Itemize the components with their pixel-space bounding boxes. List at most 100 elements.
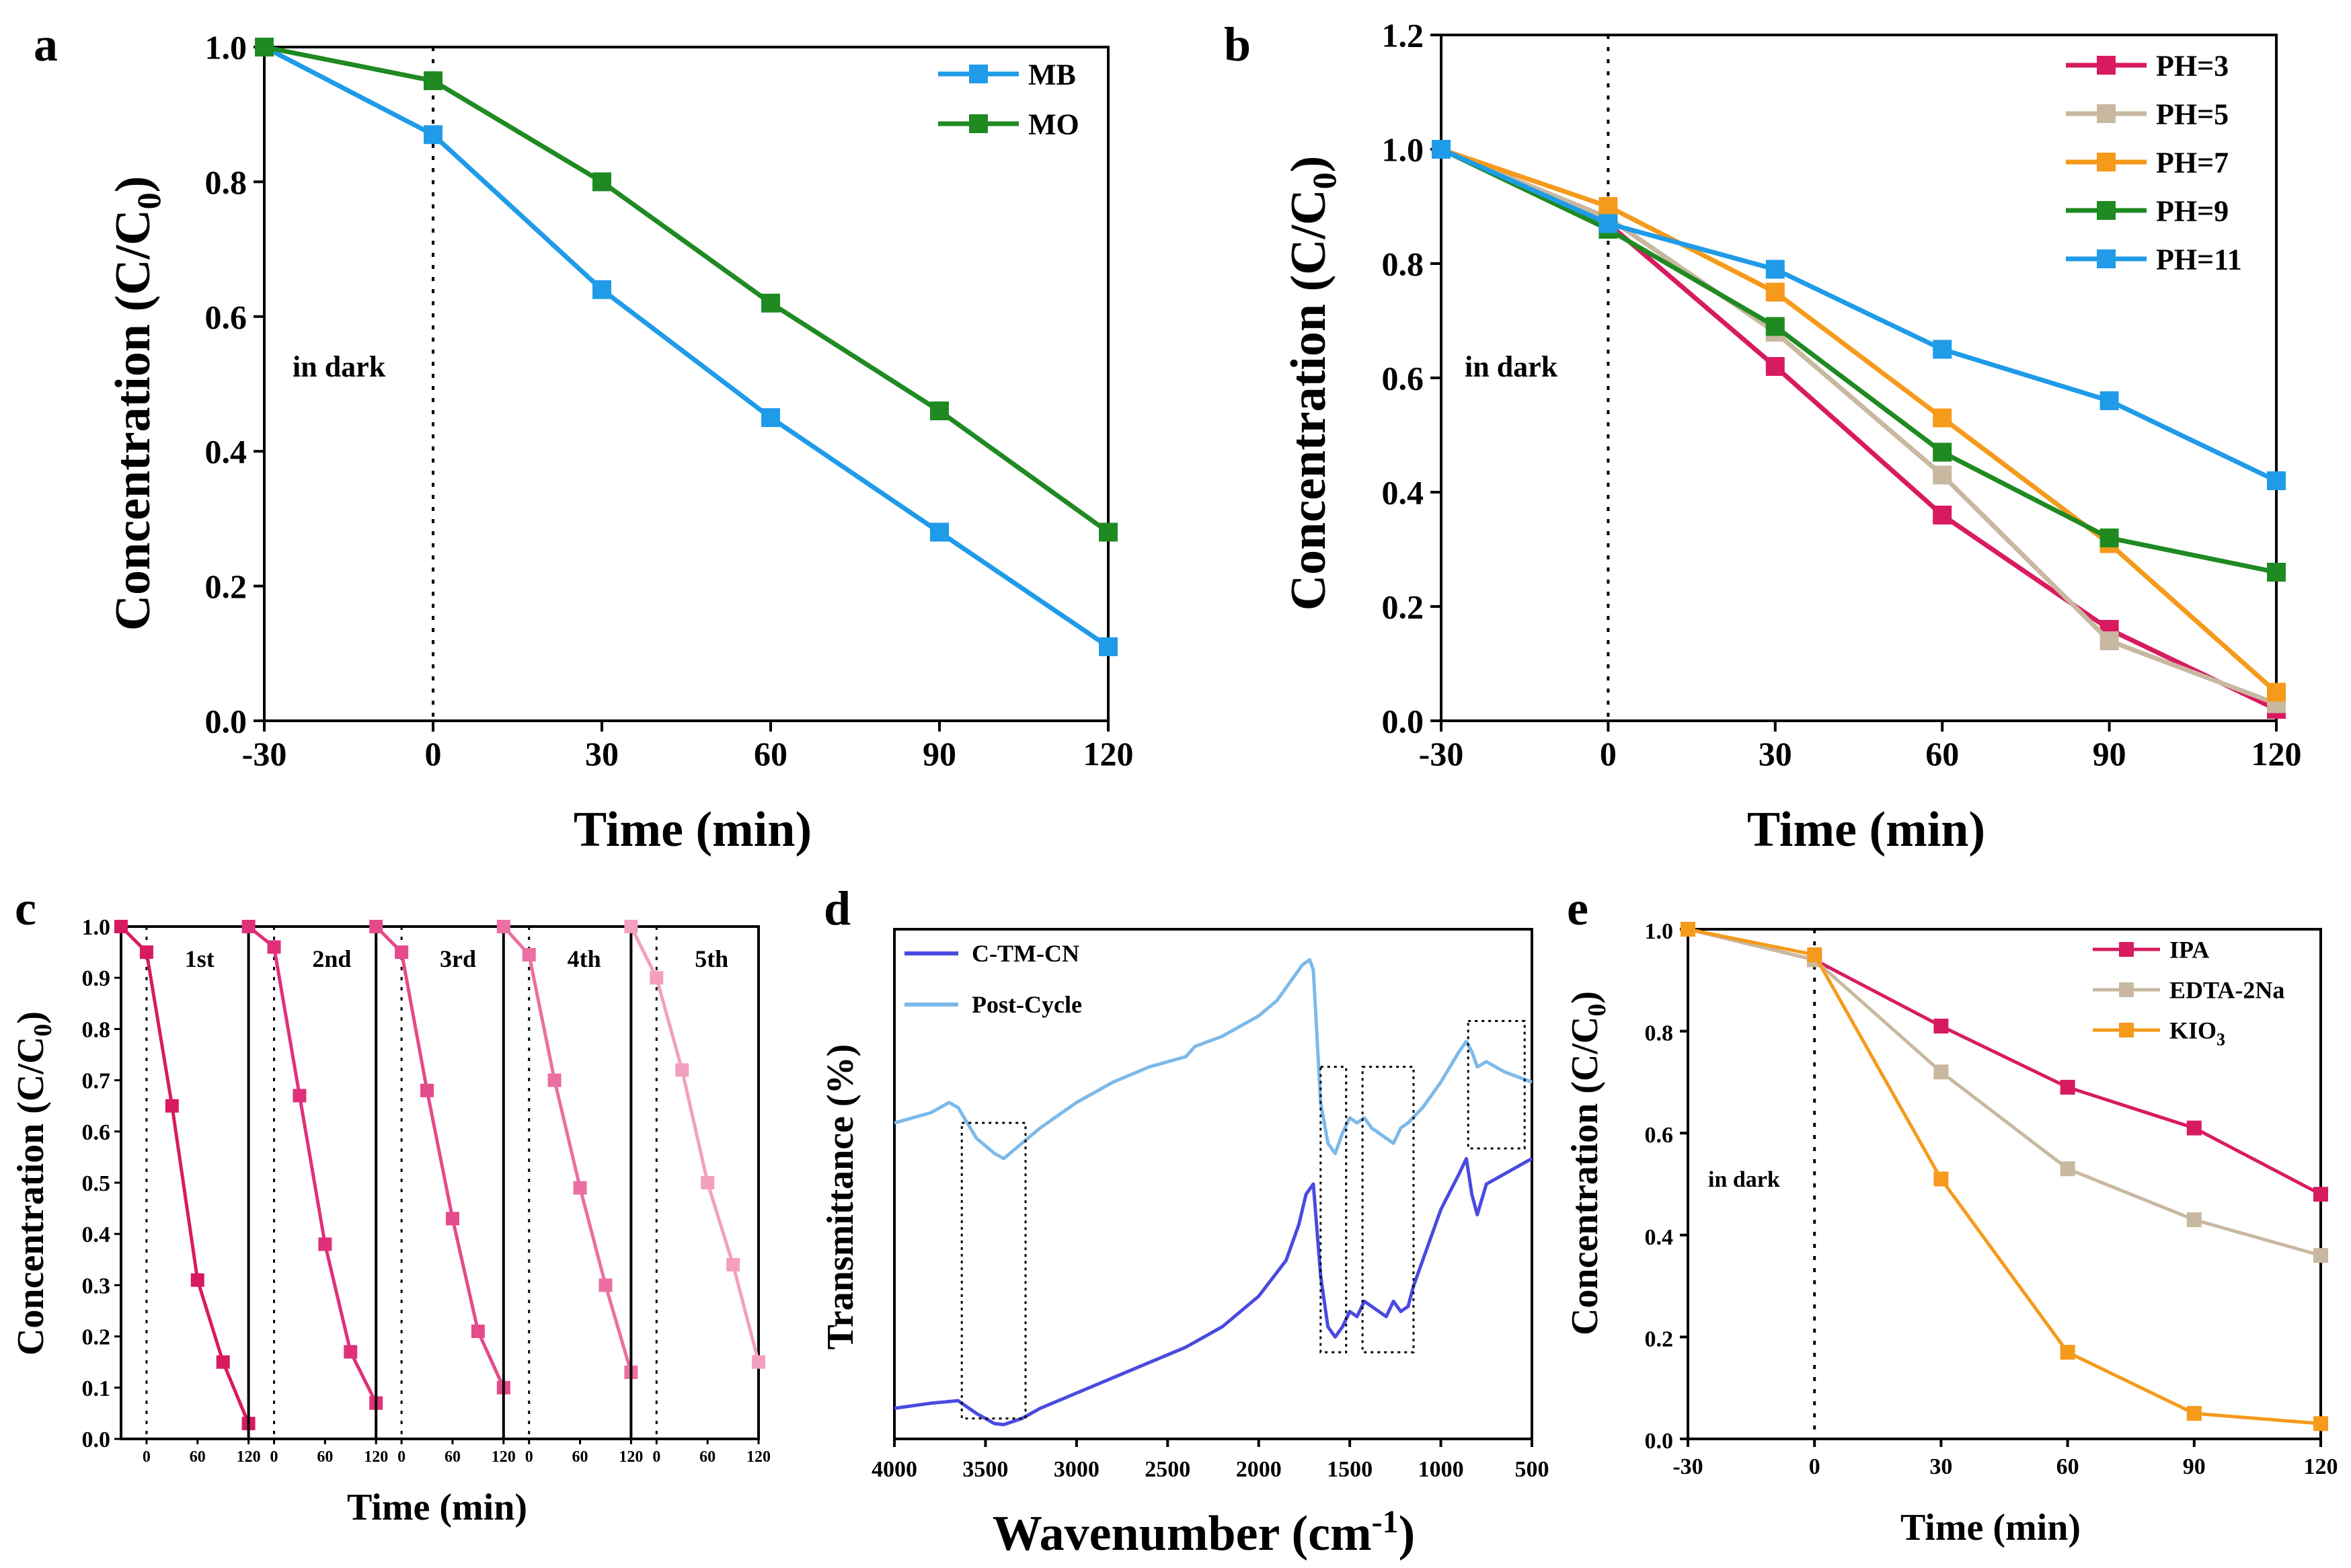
- plot-area-a: -30 0 30 60 90 120 0.0 0.2 0.4 0.6 0.8 1.0 MB MO: [205, 29, 1134, 773]
- y-tick-label: 0.4: [1382, 474, 1424, 512]
- legend-marker: [2097, 249, 2116, 268]
- y-axis-label-c: Concentration (C/C0): [10, 1011, 57, 1356]
- legend-marker: [2097, 56, 2116, 75]
- x-tick-label: 4000: [872, 1457, 917, 1482]
- data-point: [1765, 357, 1785, 376]
- x-axis-label-c: Time (min): [347, 1487, 527, 1528]
- axes-frame: [1687, 928, 2322, 1440]
- y-tick-label: 0.4: [205, 433, 247, 471]
- data-point: [255, 38, 274, 56]
- data-point: [267, 940, 281, 954]
- annotation-in-dark-a: in dark: [293, 350, 386, 383]
- cycle-label: 2nd: [312, 945, 351, 972]
- x-tick-label: 30: [1929, 1454, 1952, 1479]
- x-tick-label: 0: [270, 1448, 278, 1466]
- data-point: [2186, 1212, 2202, 1228]
- data-point: [471, 1324, 485, 1338]
- y-axis-label-d: Transmittance (%): [820, 1044, 861, 1350]
- y-tick-label: 1.0: [82, 915, 111, 940]
- data-point: [547, 1073, 562, 1087]
- y-tick-label: 0.6: [1382, 360, 1424, 397]
- spectrum-post-cycle: [894, 957, 1533, 1161]
- data-point: [592, 280, 611, 299]
- series-line-ph=5: [1440, 147, 2278, 706]
- y-tick-label: 0.1: [82, 1376, 111, 1401]
- data-point: [522, 947, 536, 962]
- y-tick-label: 0.7: [82, 1069, 111, 1094]
- legend-label: C-TM-CN: [972, 940, 1079, 967]
- data-point: [1807, 947, 1822, 962]
- data-point: [424, 125, 442, 145]
- data-point: [1933, 465, 1952, 485]
- x-tick-label: 60: [572, 1448, 588, 1466]
- data-point: [930, 401, 949, 421]
- data-point: [2186, 1406, 2202, 1421]
- data-point: [1933, 506, 1952, 524]
- cycle-label: 3rd: [440, 945, 476, 972]
- series-line-4th: [502, 925, 633, 1373]
- y-tick-label: 0.0: [1382, 703, 1424, 740]
- x-tick-label: 90: [2183, 1454, 2206, 1479]
- series-line-1st: [120, 925, 250, 1425]
- data-point: [2060, 1079, 2075, 1095]
- data-point: [241, 920, 256, 933]
- data-point: [369, 920, 383, 933]
- x-tick-label: 2000: [1236, 1457, 1282, 1482]
- data-point: [420, 1083, 434, 1097]
- panel-c: c Time (min) Concentration (C/C0) 0.0 0.1…: [10, 881, 771, 1528]
- panel-label-b: b: [1224, 17, 1251, 71]
- x-tick-label: 0: [143, 1448, 151, 1466]
- data-point: [1765, 282, 1785, 302]
- data-point: [2186, 1120, 2202, 1136]
- legend-label: MB: [1028, 58, 1076, 91]
- x-tick-label: 2500: [1145, 1457, 1190, 1482]
- x-tick-label: 120: [1083, 735, 1134, 773]
- axes-frame: [1440, 34, 2278, 722]
- x-axis-label-e: Time (min): [1900, 1507, 2081, 1549]
- series-line-ph=9: [1440, 147, 2277, 575]
- highlight-box: [1319, 1066, 1348, 1354]
- y-tick-label: 0.8: [205, 163, 247, 201]
- legend-label: Post-Cycle: [972, 991, 1082, 1018]
- data-point: [2313, 1187, 2328, 1202]
- y-tick-label: 0.8: [1382, 245, 1424, 283]
- panel-d: d Wavenumber (cm-1) Transmittance (%) 40…: [820, 881, 1549, 1561]
- legend-marker: [969, 65, 988, 83]
- data-point: [675, 1063, 689, 1077]
- data-point: [752, 1355, 765, 1369]
- x-tick-label: 60: [1925, 735, 1959, 773]
- y-axis-label-e: Concentration (C/C0): [1564, 991, 1611, 1335]
- y-tick-label: 0.5: [82, 1171, 111, 1196]
- y-tick-label: 0.8: [82, 1017, 111, 1042]
- y-tick-label: 1.0: [1645, 919, 1674, 944]
- axes-frame: [893, 928, 1533, 1440]
- data-point: [293, 1089, 307, 1103]
- legend-label: KIO3: [2169, 1017, 2225, 1050]
- x-axis-label-a: Time (min): [574, 802, 812, 857]
- data-point: [1099, 522, 1118, 542]
- data-point: [1432, 140, 1451, 159]
- series-line-ph=7: [1440, 147, 2278, 695]
- data-point: [726, 1257, 740, 1271]
- y-tick-label: 0.2: [205, 567, 247, 605]
- x-tick-label: -30: [1419, 735, 1464, 773]
- y-tick-label: 0.2: [82, 1325, 111, 1350]
- x-tick-label: 120: [746, 1448, 771, 1466]
- x-tick-label: 60: [317, 1448, 333, 1466]
- x-tick-label: 0: [425, 735, 442, 773]
- x-tick-label: 60: [445, 1448, 461, 1466]
- x-tick-label: 90: [923, 735, 956, 773]
- panel-label-d: d: [824, 881, 851, 935]
- data-point: [1681, 922, 1695, 937]
- data-point: [701, 1176, 715, 1189]
- legend-label: PH=7: [2156, 146, 2229, 179]
- x-tick-label: 60: [699, 1448, 716, 1466]
- legend-label: PH=9: [2156, 194, 2229, 227]
- y-tick-label: 0.4: [82, 1222, 111, 1247]
- data-point: [1933, 442, 1952, 462]
- data-point: [592, 172, 611, 192]
- series-line-5th: [629, 925, 761, 1363]
- data-point: [114, 920, 128, 933]
- x-tick-label: 1500: [1327, 1457, 1373, 1482]
- data-point: [424, 71, 442, 91]
